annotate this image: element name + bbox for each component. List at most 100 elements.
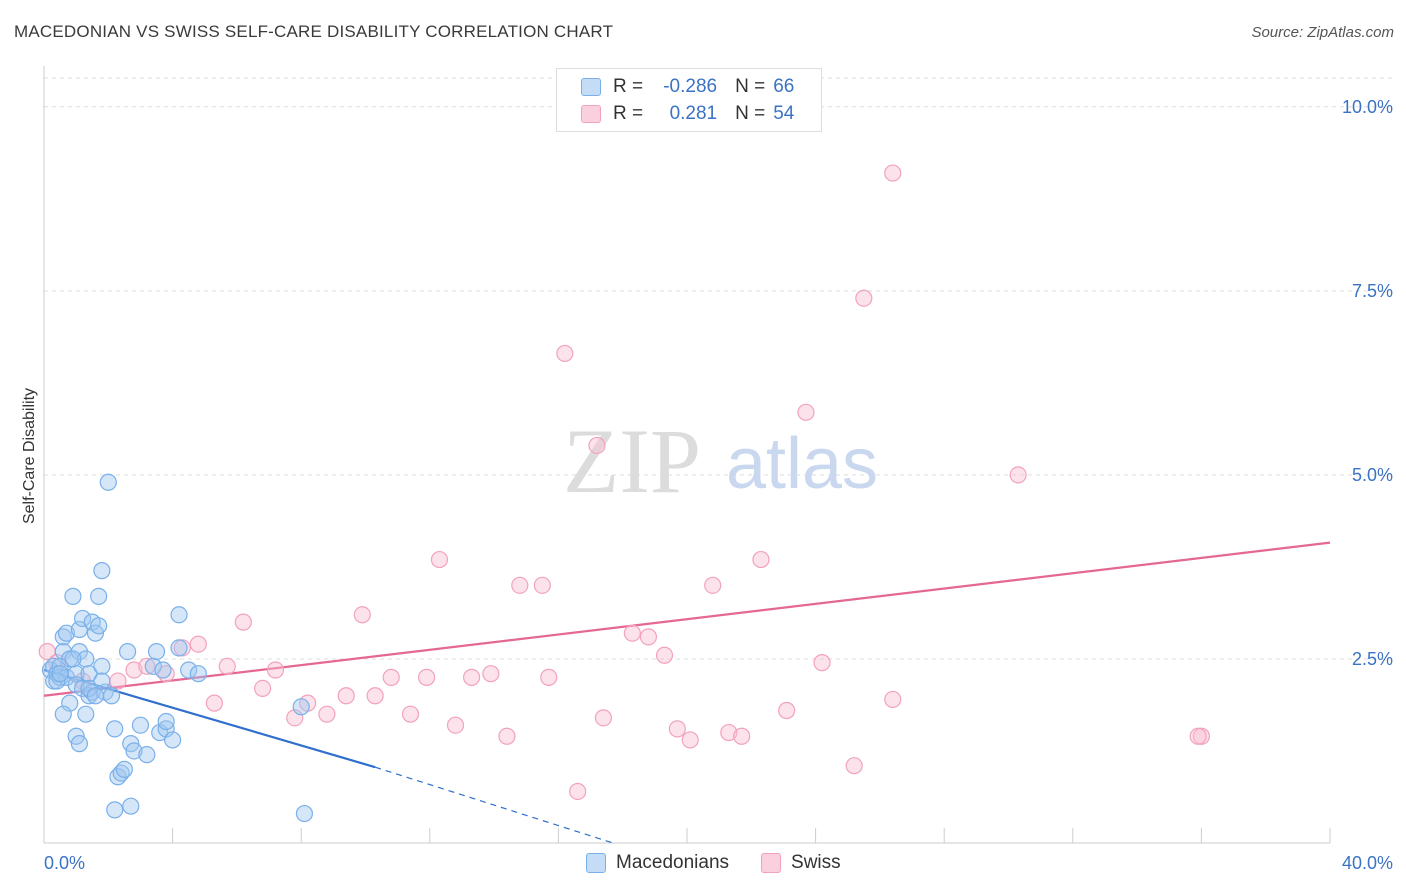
swiss-point bbox=[540, 668, 558, 686]
y-tick-label: 2.5% bbox=[1352, 649, 1393, 669]
legend-label-swiss: Swiss bbox=[791, 852, 841, 873]
tick-labels: 2.5% 5.0% 7.5% 10.0% 0.0% 40.0% bbox=[44, 97, 1393, 873]
watermark-atlas: atlas bbox=[726, 424, 878, 504]
source-label: Source: ZipAtlas.com bbox=[1251, 24, 1394, 41]
legend-r-label: R = bbox=[613, 76, 644, 97]
swiss-point bbox=[884, 690, 902, 709]
legend-swatch-swiss bbox=[581, 105, 601, 123]
swiss-point bbox=[704, 576, 722, 594]
macedonian-point bbox=[170, 639, 188, 657]
swiss-point bbox=[401, 705, 420, 723]
macedonian-point bbox=[57, 624, 76, 642]
swiss-point bbox=[556, 344, 574, 363]
chart-title: MACEDONIAN VS SWISS SELF-CARE DISABILITY… bbox=[14, 22, 614, 41]
legend-row-swiss: R = 0.281 N = 54 bbox=[581, 102, 794, 126]
legend-n-label: N = bbox=[735, 76, 766, 97]
swiss-point bbox=[533, 576, 551, 594]
macedonian-point bbox=[189, 665, 207, 683]
swiss-point bbox=[655, 646, 674, 664]
legend-item-swiss: Swiss bbox=[761, 852, 841, 874]
axes bbox=[43, 66, 1331, 844]
swiss-point bbox=[1189, 727, 1207, 745]
swiss-point bbox=[446, 716, 465, 734]
macedonian-point bbox=[170, 606, 188, 624]
swiss-point bbox=[813, 654, 831, 672]
swiss-point bbox=[417, 668, 436, 686]
macedonian-point bbox=[106, 801, 124, 819]
stats-legend: R = -0.286 N = 66 R = 0.281 N = 54 bbox=[556, 68, 822, 132]
macedonian-point bbox=[70, 620, 88, 639]
x-tick-label: 40.0% bbox=[1342, 853, 1393, 873]
macedonian-point bbox=[64, 650, 82, 668]
legend-swatch-macedonians bbox=[586, 853, 606, 873]
swiss-point bbox=[382, 668, 400, 686]
legend-n-label: N = bbox=[735, 103, 766, 124]
legend-n-value: 54 bbox=[773, 103, 795, 124]
legend-swatch-macedonians bbox=[581, 78, 601, 96]
swiss-point bbox=[254, 679, 272, 698]
swiss-point bbox=[218, 657, 236, 675]
y-axis-label: Self-Care Disability bbox=[21, 387, 38, 525]
data-points bbox=[38, 164, 1211, 823]
macedonian-point bbox=[80, 665, 98, 683]
swiss-point bbox=[668, 720, 686, 738]
macedonian-point bbox=[106, 720, 124, 738]
macedonian-point bbox=[138, 746, 156, 764]
swiss-point bbox=[189, 635, 207, 653]
swiss-point bbox=[720, 723, 738, 742]
macedonian-point bbox=[122, 797, 140, 815]
watermark-zip: ZIP bbox=[563, 410, 701, 512]
macedonian-point bbox=[115, 760, 133, 778]
swiss-point bbox=[588, 436, 606, 455]
macedonian-point bbox=[99, 473, 117, 491]
swiss-point bbox=[482, 665, 500, 683]
grid-lines bbox=[44, 77, 1392, 660]
swiss-point bbox=[498, 727, 516, 745]
y-tick-label: 5.0% bbox=[1352, 465, 1393, 485]
swiss-point bbox=[266, 661, 285, 679]
macedonian-point bbox=[90, 617, 108, 635]
swiss-point bbox=[845, 757, 863, 775]
swiss-point bbox=[337, 687, 355, 705]
legend-r-value: -0.286 bbox=[663, 76, 718, 97]
legend-swatch-swiss bbox=[761, 853, 782, 873]
swiss-point bbox=[366, 687, 384, 705]
y-tick-label: 10.0% bbox=[1342, 97, 1393, 117]
swiss-point bbox=[109, 672, 127, 690]
swiss-point bbox=[353, 606, 371, 624]
macedonian-point bbox=[295, 804, 314, 823]
swiss-point bbox=[205, 694, 223, 712]
swiss-point bbox=[884, 164, 902, 182]
macedonian-point bbox=[64, 587, 82, 605]
x-tick-label: 0.0% bbox=[44, 853, 85, 873]
swiss-point bbox=[639, 628, 658, 646]
swiss-point bbox=[855, 289, 873, 307]
swiss-point bbox=[318, 705, 336, 723]
legend-r-value: 0.281 bbox=[669, 103, 718, 124]
y-tick-label: 7.5% bbox=[1352, 281, 1393, 301]
macedonian-point bbox=[86, 687, 105, 705]
swiss-point bbox=[511, 576, 529, 594]
swiss-point bbox=[778, 701, 796, 720]
legend-n-value: 66 bbox=[773, 76, 795, 97]
swiss-trend-line bbox=[43, 541, 1331, 697]
macedonian-point bbox=[157, 712, 175, 731]
swiss-point bbox=[797, 403, 815, 421]
swiss-point bbox=[430, 550, 449, 569]
legend-row-macedonians: R = -0.286 N = 66 bbox=[581, 75, 794, 99]
macedonian-point bbox=[118, 642, 137, 661]
swiss-point bbox=[138, 657, 156, 675]
legend-r-label: R = bbox=[613, 103, 644, 124]
trend-lines bbox=[43, 541, 1331, 844]
macedonian-point bbox=[77, 705, 95, 723]
macedonian-point bbox=[292, 698, 310, 716]
macedonian-point bbox=[90, 587, 108, 605]
macedonian-point bbox=[73, 609, 92, 628]
swiss-point bbox=[594, 709, 613, 727]
swiss-point bbox=[1009, 466, 1027, 484]
legend-item-macedonians: Macedonians bbox=[586, 852, 729, 874]
swiss-point bbox=[234, 613, 252, 631]
macedonian-point bbox=[164, 731, 182, 749]
swiss-point bbox=[623, 624, 641, 642]
